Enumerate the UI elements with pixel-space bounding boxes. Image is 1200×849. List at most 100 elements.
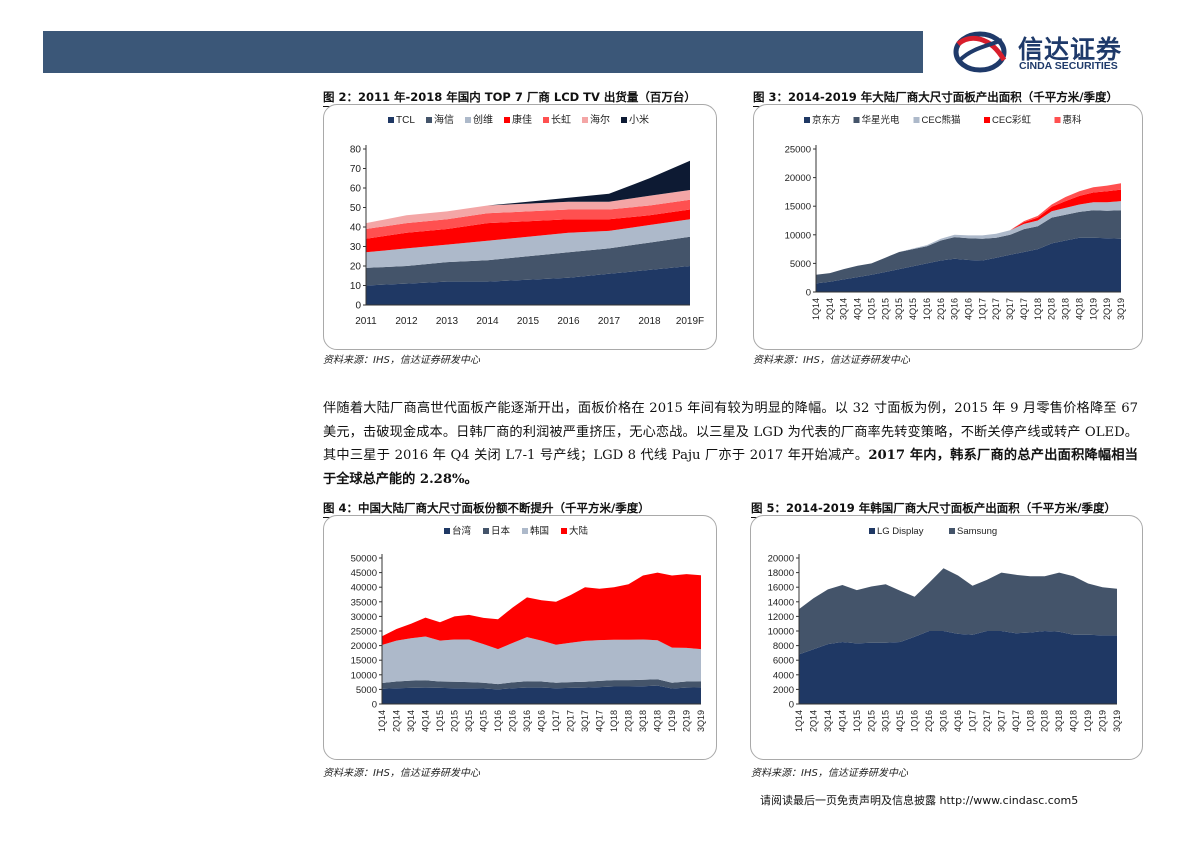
- legend-label-fig4-2: 韩国: [530, 525, 549, 537]
- fig3-source: 资料来源：IHS，信达证券研发中心: [753, 355, 910, 366]
- area-series-fig4-0: [382, 685, 701, 704]
- x-tick-label-fig2-0: 2011: [355, 316, 377, 327]
- y-tick-label-fig3-1: 5000: [790, 259, 811, 270]
- x-tick-label-fig2-6: 2017: [598, 316, 621, 327]
- x-tick-label-fig3-9: 2Q16: [936, 298, 946, 320]
- x-tick-label-fig3-20: 1Q19: [1088, 298, 1098, 320]
- legend-swatch-fig2-1: [426, 117, 432, 123]
- logo-name-en: CINDA SECURITIES: [1019, 60, 1118, 72]
- legend-label-fig2-6: 小米: [629, 113, 649, 126]
- fig2-chart: TCL 海信 创维 康佳 长虹 海尔 小米 0 10 20 30 40 50 60 70 80 2011 2012…: [323, 104, 717, 350]
- x-tick-label-fig2-2: 2013: [436, 316, 459, 327]
- x-tick-label-fig4-4: 1Q15: [435, 710, 445, 732]
- area-series-fig3-1: [816, 210, 1121, 284]
- y-tick-label-fig4-0: 0: [372, 700, 377, 711]
- x-tick-label-fig4-11: 4Q16: [537, 710, 547, 732]
- x-tick-label-fig4-9: 2Q16: [508, 710, 518, 732]
- x-tick-label-fig4-8: 1Q16: [493, 710, 503, 732]
- x-tick-label-fig5-6: 3Q15: [881, 710, 891, 732]
- area-series-fig3-2: [816, 201, 1121, 275]
- y-tick-label-fig2-3: 30: [350, 242, 362, 253]
- y-tick-label-fig4-4: 20000: [351, 641, 377, 652]
- legend-label-fig3-4: 惠科: [1063, 114, 1083, 126]
- legend-swatch-fig4-0: [444, 528, 450, 534]
- y-tick-label-fig2-4: 40: [350, 223, 362, 234]
- x-tick-label-fig5-12: 1Q17: [967, 710, 977, 732]
- x-tick-label-fig4-10: 3Q16: [522, 710, 532, 732]
- x-tick-label-fig3-14: 3Q17: [1005, 298, 1015, 320]
- legend-swatch-fig4-1: [483, 528, 489, 534]
- y-tick-label-fig2-6: 60: [350, 184, 362, 195]
- area-series-fig2-3: [366, 209, 690, 253]
- area-series-fig3-4: [816, 183, 1121, 275]
- x-tick-label-fig3-8: 1Q16: [922, 298, 932, 320]
- y-tick-label-fig4-3: 15000: [351, 656, 377, 667]
- y-tick-label-fig4-6: 30000: [351, 612, 377, 623]
- y-tick-label-fig2-0: 0: [355, 301, 361, 312]
- fig3-svg: 京东方 华星光电 CEC熊猫 CEC彩虹 惠科 0 5000 10000 15000 20000 2…: [785, 114, 1126, 320]
- legend-swatch-fig5-0: [869, 528, 875, 534]
- y-tick-label-fig5-0: 0: [789, 700, 794, 711]
- x-tick-label-fig5-16: 1Q18: [1025, 710, 1035, 732]
- x-tick-label-fig5-8: 1Q16: [910, 710, 920, 732]
- x-tick-label-fig5-17: 2Q18: [1040, 710, 1050, 732]
- x-tick-label-fig4-14: 3Q17: [580, 710, 590, 732]
- y-tick-label-fig2-1: 10: [350, 281, 362, 292]
- footer-disclaimer: 请阅读最后一页免责声明及信息披露 http://www.cindasc.com5: [760, 794, 1079, 807]
- fig4-chart: 台湾 日本 韩国 大陆 0 5000 10000 15000 20000 25000 30000 35…: [323, 515, 717, 760]
- x-tick-label-fig4-12: 1Q17: [551, 710, 561, 732]
- x-tick-label-fig3-21: 2Q19: [1102, 298, 1112, 320]
- body-paragraph: 伴随着大陆厂商高世代面板产能逐渐开出，面板价格在 2015 年间有较为明显的降幅…: [323, 397, 1138, 491]
- area-series-fig5-0: [799, 631, 1117, 704]
- x-tick-label-fig3-10: 3Q16: [950, 298, 960, 320]
- legend-swatch-fig3-1: [853, 117, 860, 123]
- x-tick-label-fig3-22: 3Q19: [1116, 298, 1126, 320]
- x-tick-label-fig3-15: 4Q17: [1019, 298, 1029, 320]
- legend-swatch-fig2-5: [582, 117, 588, 123]
- legend-swatch-fig3-0: [804, 117, 810, 123]
- x-tick-label-fig3-13: 2Q17: [991, 298, 1001, 320]
- x-tick-label-fig4-16: 1Q18: [609, 710, 619, 732]
- y-tick-label-fig5-10: 20000: [768, 554, 794, 565]
- x-tick-label-fig5-10: 3Q16: [939, 710, 949, 732]
- legend-swatch-fig5-1: [949, 528, 955, 534]
- legend-label-fig2-4: 长虹: [551, 114, 571, 126]
- x-tick-label-fig4-6: 3Q15: [464, 710, 474, 732]
- x-tick-label-fig5-5: 2Q15: [866, 710, 876, 732]
- legend-swatch-fig2-0: [388, 117, 394, 123]
- area-series-fig2-2: [366, 219, 690, 268]
- legend-label-fig3-2: CEC熊猫: [922, 114, 961, 126]
- y-tick-label-fig4-1: 5000: [356, 685, 377, 696]
- x-tick-label-fig5-1: 2Q14: [808, 710, 818, 732]
- x-tick-label-fig5-0: 1Q14: [794, 710, 804, 732]
- y-tick-label-fig5-1: 2000: [773, 685, 794, 696]
- legend-label-fig4-0: 台湾: [452, 525, 472, 537]
- body-text: 伴随着大陆厂商高世代面板产能逐渐开出，面板价格在 2015 年间有较为明显的降幅…: [323, 401, 1138, 463]
- y-tick-label-fig3-5: 25000: [785, 145, 811, 156]
- x-tick-label-fig4-18: 3Q18: [638, 710, 648, 732]
- x-tick-label-fig5-22: 3Q19: [1112, 710, 1122, 732]
- x-tick-label-fig2-7: 2018: [638, 316, 661, 327]
- x-tick-label-fig5-3: 4Q14: [837, 710, 847, 732]
- fig2-svg: TCL 海信 创维 康佳 长虹 海尔 小米 0 10 20 30 40 50 60 70 80 2011 2012…: [350, 113, 704, 327]
- x-tick-label-fig2-4: 2015: [517, 316, 540, 327]
- y-tick-label-fig3-4: 20000: [785, 173, 811, 184]
- x-tick-label-fig4-21: 2Q19: [682, 710, 692, 732]
- area-series-fig2-0: [366, 266, 690, 305]
- x-tick-label-fig5-18: 3Q18: [1054, 710, 1064, 732]
- legend-swatch-fig2-3: [504, 117, 510, 123]
- x-tick-label-fig4-20: 1Q19: [667, 710, 677, 732]
- logo-name-cn: 信达证券: [1018, 35, 1123, 64]
- x-tick-label-fig5-2: 3Q14: [823, 710, 833, 732]
- x-tick-label-fig2-8: 2019F: [676, 316, 704, 327]
- x-tick-label-fig3-3: 4Q14: [853, 298, 863, 320]
- legend-label-fig5-1: Samsung: [957, 526, 997, 537]
- x-tick-label-fig3-19: 4Q18: [1074, 298, 1084, 320]
- legend-swatch-fig3-3: [984, 117, 990, 123]
- legend-swatch-fig3-4: [1054, 117, 1061, 123]
- fig3-chart: 京东方 华星光电 CEC熊猫 CEC彩虹 惠科 0 5000 10000 15000 20000 2…: [753, 104, 1143, 350]
- x-tick-label-fig5-11: 4Q16: [953, 710, 963, 732]
- y-tick-label-fig5-4: 8000: [773, 641, 794, 652]
- x-tick-label-fig4-7: 4Q15: [479, 710, 489, 732]
- x-tick-label-fig4-2: 3Q14: [406, 710, 416, 732]
